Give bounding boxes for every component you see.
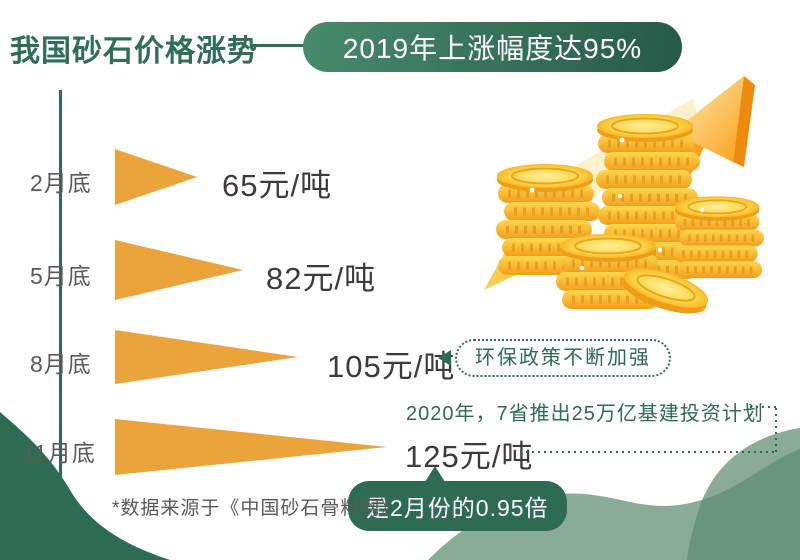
plan-note: 2020年，7省推出25万亿基建投资计划	[406, 403, 764, 425]
page-title: 我国砂石价格涨势	[10, 35, 258, 68]
highlight-badge: 2019年上涨幅度达95%	[303, 22, 682, 72]
left-arrow-icon	[438, 350, 451, 366]
tilted-coin	[622, 268, 709, 314]
price-value-aug: 105元/吨	[327, 349, 456, 384]
row-label-aug: 8月底	[30, 351, 92, 377]
price-value-may: 82元/吨	[266, 261, 377, 296]
price-triangle-aug	[115, 330, 298, 384]
row-label-may: 5月底	[30, 263, 92, 289]
callout-bubble: 是2月份的0.95倍	[348, 481, 567, 531]
price-value-feb: 65元/吨	[222, 168, 333, 203]
price-triangle-feb	[115, 149, 197, 205]
title-connector-line	[252, 44, 304, 47]
price-triangle-nov	[115, 419, 387, 475]
row-label-feb: 2月底	[30, 170, 92, 196]
policy-note-pill: 环保政策不断加强	[455, 339, 671, 377]
gold-coins-illustration	[484, 76, 790, 314]
bottom-left-wave	[0, 412, 170, 560]
row-label-nov: 11月底	[22, 440, 96, 466]
coin-stack-right	[673, 195, 764, 278]
timeline-line	[59, 90, 62, 520]
sparkles	[529, 137, 705, 271]
price-triangle-may	[115, 240, 243, 300]
source-note: *数据来源于《中国砂石骨料网》	[112, 498, 401, 519]
bubble-tail	[425, 466, 445, 482]
bottom-right-wave	[428, 449, 800, 560]
